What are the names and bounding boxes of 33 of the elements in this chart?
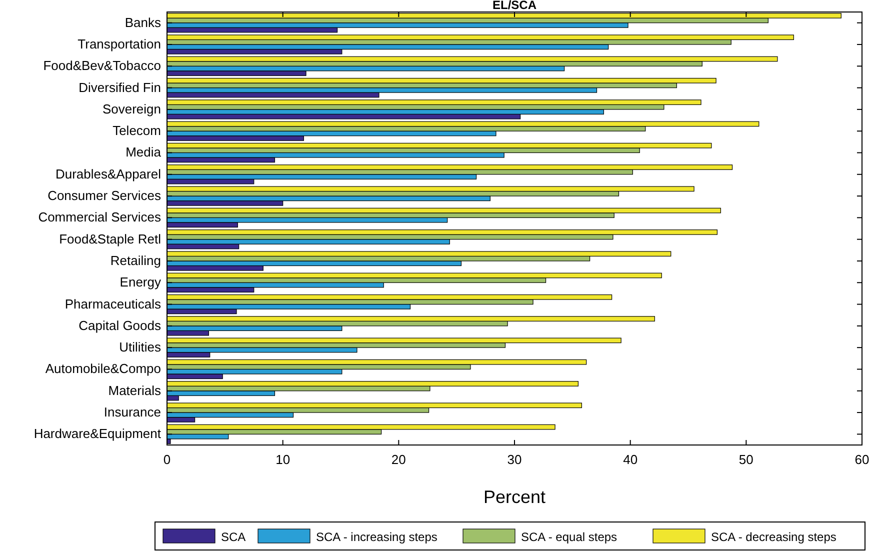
y-tick-label: Insurance: [104, 404, 161, 420]
y-tick-label: Media: [126, 144, 162, 160]
y-tick-label: Durables&Apparel: [55, 166, 162, 182]
legend-label: SCA: [221, 530, 246, 544]
y-tick-label: Hardware&Equipment: [34, 426, 162, 442]
y-tick-label: Sovereign: [102, 101, 161, 116]
y-tick-label: Utilities: [119, 340, 162, 355]
y-tick-label: Transportation: [78, 36, 161, 52]
x-tick-label: 40: [623, 452, 638, 467]
y-tick-label: Pharmaceuticals: [64, 296, 162, 312]
x-tick-label: 20: [391, 452, 406, 467]
x-tick-label: 50: [738, 452, 754, 467]
x-tick-label: 30: [507, 452, 522, 467]
y-tick-label: Capital Goods: [78, 318, 162, 333]
legend-label: SCA - decreasing steps: [711, 530, 836, 544]
y-tick-label: Diversified Fin: [78, 80, 161, 95]
y-tick-label: Commercial Services: [38, 210, 162, 225]
y-tick-label: Consumer Services: [48, 188, 162, 204]
y-tick-label: Banks: [124, 14, 162, 30]
y-tick-label: Retailing: [110, 252, 161, 268]
y-tick-label: Food&Bev&Tobacco: [43, 58, 161, 74]
x-tick-label: 10: [276, 452, 290, 467]
y-tick-label: Automobile&Compo: [45, 361, 161, 376]
y-tick-label: Telecom: [112, 123, 161, 138]
legend-label: SCA - increasing steps: [316, 530, 438, 544]
x-tick-label: 60: [854, 452, 870, 467]
x-axis-title: Percent: [483, 487, 546, 507]
legend-label: SCA - equal steps: [521, 530, 618, 544]
y-tick-label: Energy: [120, 274, 162, 290]
chart-title: EL/SCA: [492, 0, 537, 12]
y-tick-label: Food&Staple Retl: [59, 231, 162, 246]
x-tick-label: 0: [163, 452, 171, 467]
y-tick-label: Materials: [108, 382, 162, 398]
